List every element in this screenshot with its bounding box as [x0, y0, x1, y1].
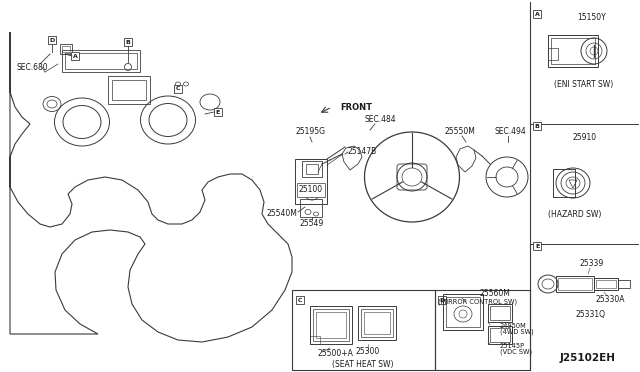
Bar: [292, 290, 435, 370]
Text: 25910: 25910: [573, 132, 597, 141]
Bar: [65, 53, 137, 69]
Text: 25550M: 25550M: [445, 128, 476, 137]
Bar: [435, 290, 530, 370]
Bar: [297, 183, 325, 197]
Bar: [558, 278, 592, 290]
Text: 25195G: 25195G: [295, 128, 325, 137]
Bar: [108, 76, 150, 104]
Bar: [596, 280, 616, 288]
Text: E: E: [216, 109, 220, 115]
Bar: [60, 44, 72, 54]
Bar: [533, 10, 541, 18]
Text: FRONT: FRONT: [340, 103, 372, 112]
Text: C: C: [298, 298, 302, 302]
Bar: [302, 161, 322, 177]
Text: D: D: [49, 38, 54, 42]
Bar: [306, 164, 318, 174]
Bar: [316, 312, 346, 338]
Bar: [446, 297, 480, 327]
Text: (SEAT HEAT SW): (SEAT HEAT SW): [332, 359, 394, 369]
Bar: [296, 296, 304, 304]
Text: A: A: [534, 12, 540, 16]
Text: J25102EH: J25102EH: [560, 353, 616, 363]
Text: B: B: [125, 39, 131, 45]
Bar: [295, 159, 327, 204]
Bar: [48, 36, 56, 44]
Text: B: B: [534, 124, 540, 128]
Bar: [618, 280, 630, 288]
Text: 25540M: 25540M: [266, 209, 297, 218]
Bar: [443, 294, 483, 330]
Bar: [548, 35, 598, 67]
Bar: [533, 242, 541, 250]
Bar: [62, 46, 70, 52]
Bar: [124, 38, 132, 46]
Bar: [71, 52, 79, 60]
Text: (ENI START SW): (ENI START SW): [554, 80, 614, 89]
Bar: [62, 50, 140, 72]
Bar: [553, 169, 575, 197]
Text: 15150Y: 15150Y: [578, 13, 606, 22]
Bar: [358, 306, 396, 340]
Bar: [488, 326, 512, 344]
Bar: [488, 304, 512, 322]
Text: 25330A: 25330A: [595, 295, 625, 305]
Text: 25339: 25339: [580, 260, 604, 269]
Bar: [548, 48, 558, 60]
Text: 25300: 25300: [356, 347, 380, 356]
Text: 24950M: 24950M: [500, 323, 527, 329]
Bar: [533, 122, 541, 130]
Text: (MIRROR CONTROL SW): (MIRROR CONTROL SW): [438, 299, 518, 305]
Text: (HAZARD SW): (HAZARD SW): [548, 209, 602, 218]
Text: A: A: [72, 54, 77, 58]
Text: 25500+A: 25500+A: [318, 350, 354, 359]
Text: SEC.680: SEC.680: [16, 64, 48, 73]
Text: C: C: [176, 87, 180, 92]
Text: 25560M: 25560M: [480, 289, 511, 298]
Bar: [214, 108, 222, 116]
Text: 25331Q: 25331Q: [575, 310, 605, 318]
Bar: [556, 276, 594, 292]
Text: SEC.484: SEC.484: [364, 115, 396, 125]
Bar: [490, 328, 510, 342]
Bar: [300, 199, 322, 217]
Text: (VDC SW): (VDC SW): [500, 349, 532, 355]
Bar: [174, 85, 182, 93]
Bar: [364, 312, 390, 334]
Text: D: D: [440, 298, 445, 302]
Text: 25145P: 25145P: [500, 343, 525, 349]
Text: (4WD SW): (4WD SW): [500, 329, 534, 335]
Bar: [361, 309, 393, 337]
Bar: [313, 309, 349, 341]
Text: 25100: 25100: [299, 186, 323, 195]
Bar: [310, 336, 320, 344]
Bar: [112, 80, 146, 100]
Bar: [490, 306, 510, 320]
Bar: [594, 278, 618, 290]
Bar: [551, 38, 595, 64]
Text: E: E: [535, 244, 539, 248]
Text: 25549: 25549: [300, 219, 324, 228]
Text: SEC.494: SEC.494: [494, 128, 526, 137]
Bar: [438, 296, 446, 304]
Bar: [310, 306, 352, 344]
Text: 25147B: 25147B: [348, 148, 377, 157]
